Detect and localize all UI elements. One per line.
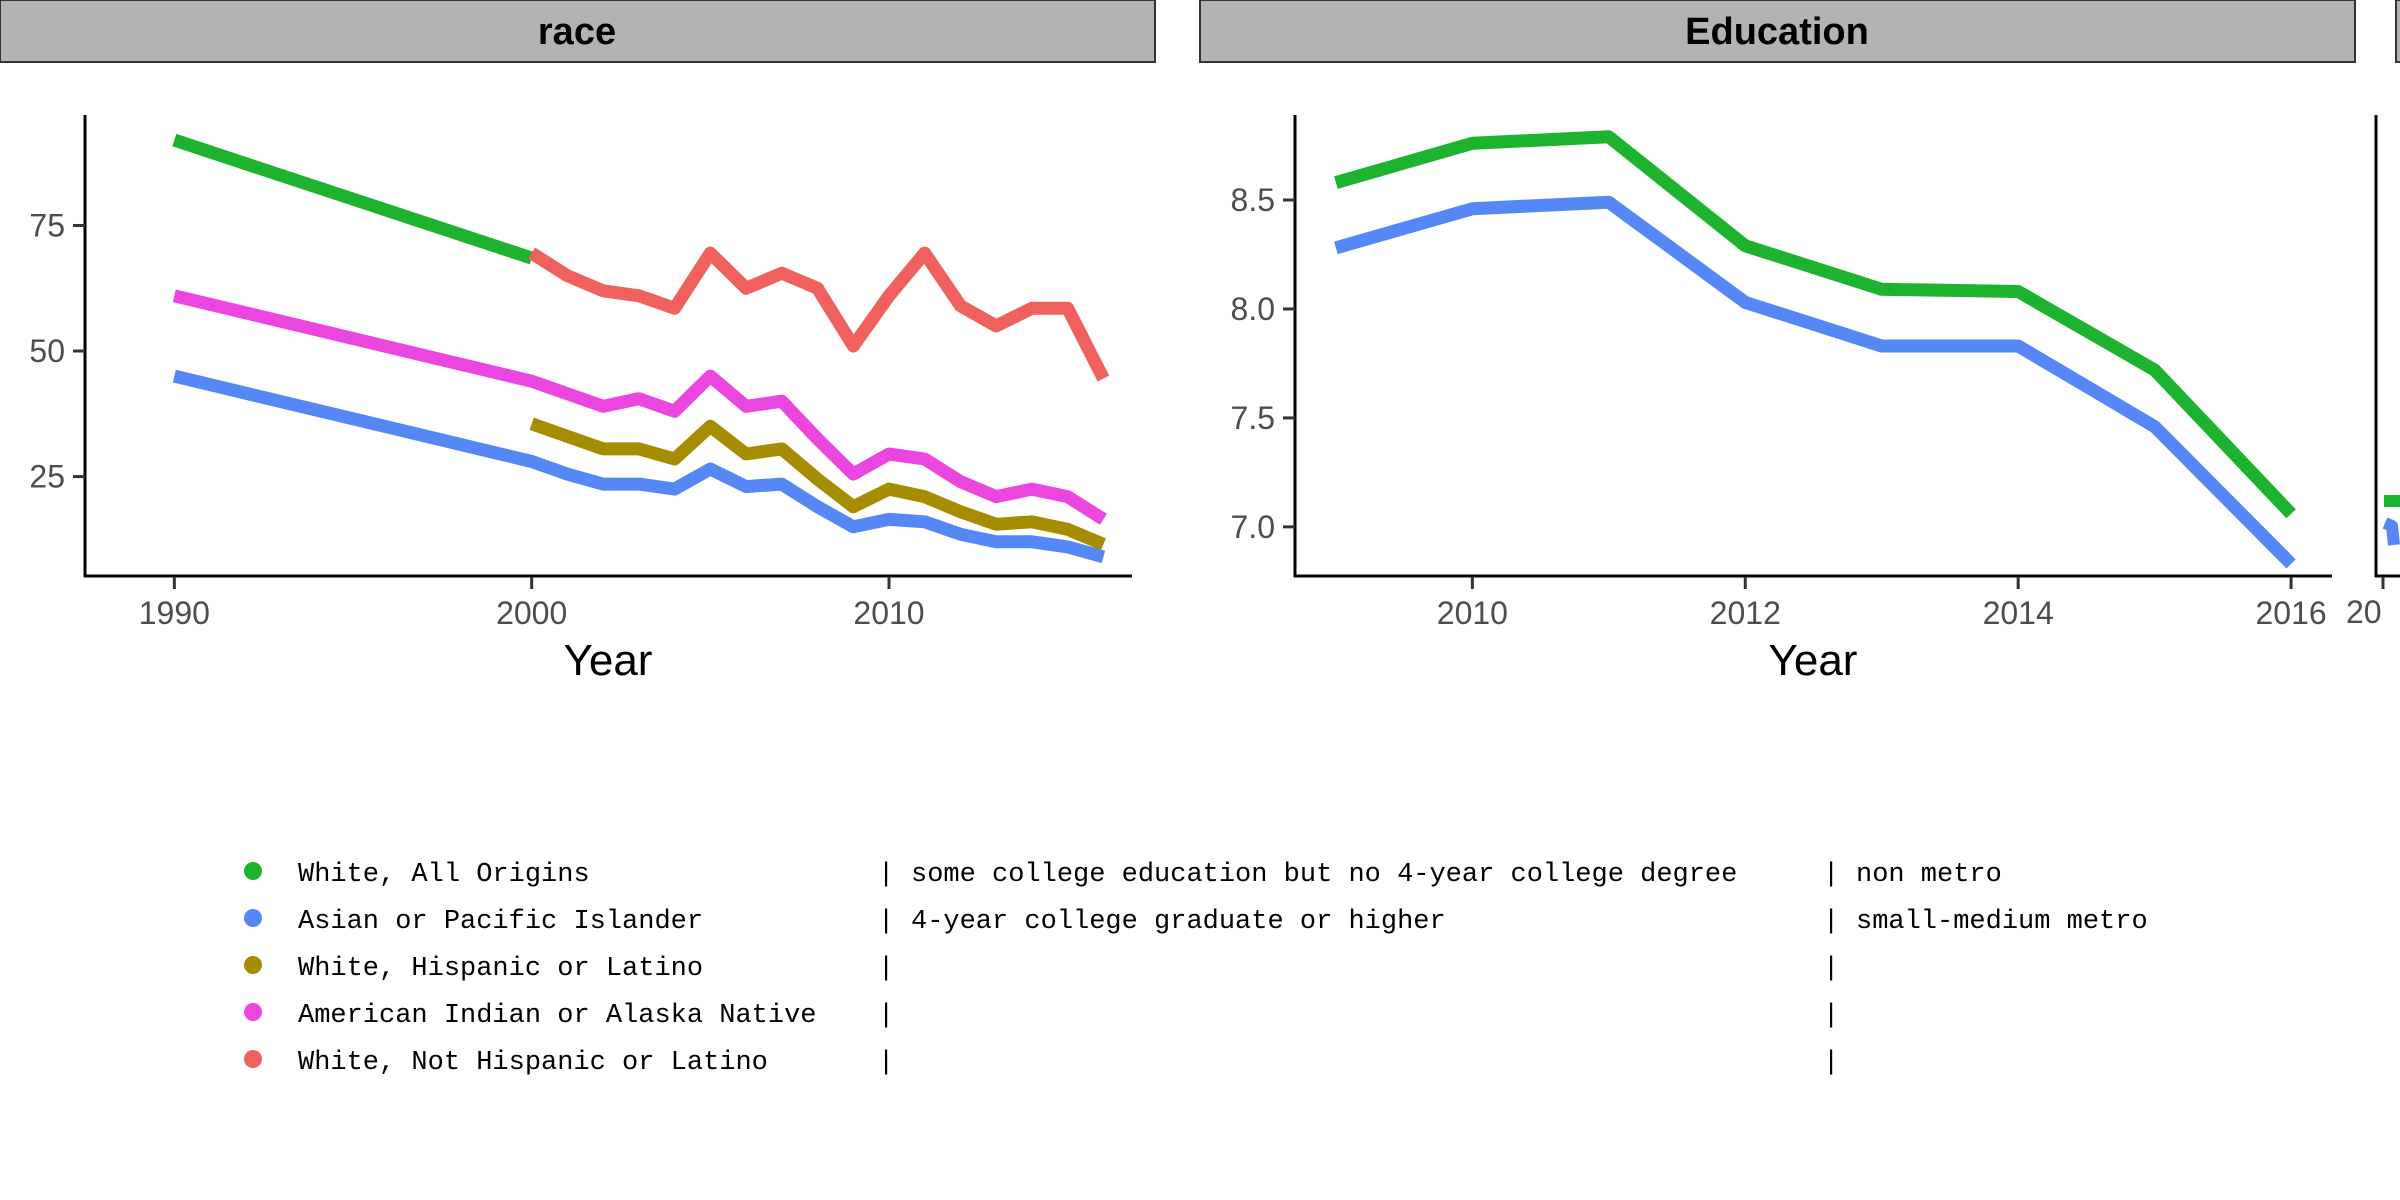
legend-key-dot: [244, 909, 262, 927]
legend-race-label: White, Hispanic or Latino: [298, 954, 703, 984]
panel-metro-partial: 20: [2346, 0, 2400, 630]
education-lines: [1334, 130, 2296, 569]
line-small-medium-metro: [2382, 517, 2400, 546]
legend-metro-label: small-medium metro: [1856, 907, 2148, 937]
line-american-indian-or-alaska-native: [172, 289, 1107, 525]
legend-race-label: Asian or Pacific Islander: [298, 907, 703, 937]
race-x-tick-label: 2000: [496, 595, 567, 631]
line-white-hispanic-or-latino: [529, 417, 1106, 551]
line-white-all-origins: [172, 133, 534, 265]
race-ticks: 25 50 75 1990 2000 2010: [29, 207, 924, 631]
strip-education-background: [1199, 0, 2356, 63]
race-y-tick-label: 50: [29, 333, 65, 369]
legend-race-label: American Indian or Alaska Native: [298, 1001, 816, 1031]
legend-education-label: some college education but no 4-year col…: [911, 860, 1737, 890]
legend-separator: |: [878, 954, 894, 984]
legend-separator: |: [878, 1048, 894, 1078]
race-lines: [172, 133, 1110, 564]
legend-key-dot: [244, 862, 262, 880]
legend-separator: |: [1823, 907, 1839, 937]
panel-education: Education 7.0 7.5 8.0 8.5 2010 2012 2014 2016 Y…: [1199, 0, 2356, 685]
education-x-tick-label: 2014: [1983, 595, 2054, 631]
strip-education-label: Education: [1685, 11, 1869, 53]
legend-separator: |: [1823, 1001, 1839, 1031]
legend-separator: |: [878, 860, 894, 890]
education-y-tick-label: 8.0: [1231, 291, 1275, 327]
race-x-tick-label: 2010: [853, 595, 924, 631]
legend: White, All Origins | some college educatio…: [244, 860, 2148, 1078]
legend-key-dot: [244, 1050, 262, 1068]
education-y-tick-label: 8.5: [1231, 182, 1275, 218]
education-y-tick-label: 7.0: [1231, 509, 1275, 545]
line-4-year-college-graduate-or-higher: [1334, 195, 2296, 569]
race-y-tick-label: 25: [29, 459, 65, 495]
legend-education-label: 4-year college graduate or higher: [911, 907, 1446, 937]
legend-separator: |: [878, 1001, 894, 1031]
x-axis-title-race: Year: [564, 636, 653, 685]
education-y-tick-label: 7.5: [1231, 400, 1275, 436]
line-white-not-hispanic-or-latino: [528, 246, 1110, 382]
strip-metro-background: [2395, 0, 2400, 63]
line-asian-or-pacific-islander: [172, 369, 1106, 564]
x-axis-title-education: Year: [1769, 636, 1858, 685]
education-ticks: 7.0 7.5 8.0 8.5 2010 2012 2014 2016: [1231, 182, 2327, 631]
education-x-tick-label: 2012: [1710, 595, 1781, 631]
strip-race-label: race: [538, 11, 616, 53]
strip-race-background: [0, 0, 1156, 63]
legend-separator: |: [878, 907, 894, 937]
line-some-college-education-but-no-4-year-college-degree: [1334, 130, 2296, 519]
legend-race-label: White, All Origins: [298, 860, 590, 890]
panel-race: race 25 50 75 1990 2000 2010 Year: [0, 0, 1156, 685]
education-x-tick-label: 2016: [2255, 595, 2326, 631]
legend-separator: |: [1823, 954, 1839, 984]
metro-x-tick-label: 20: [2346, 594, 2382, 630]
legend-race-label: White, Not Hispanic or Latino: [298, 1048, 768, 1078]
education-x-tick-label: 2010: [1437, 595, 1508, 631]
legend-key-dot: [244, 956, 262, 974]
race-x-tick-label: 1990: [139, 595, 210, 631]
legend-separator: |: [1823, 1048, 1839, 1078]
race-y-tick-label: 75: [29, 207, 65, 243]
legend-metro-label: non metro: [1856, 860, 2002, 890]
legend-separator: |: [1823, 860, 1839, 890]
legend-key-dot: [244, 1003, 262, 1021]
